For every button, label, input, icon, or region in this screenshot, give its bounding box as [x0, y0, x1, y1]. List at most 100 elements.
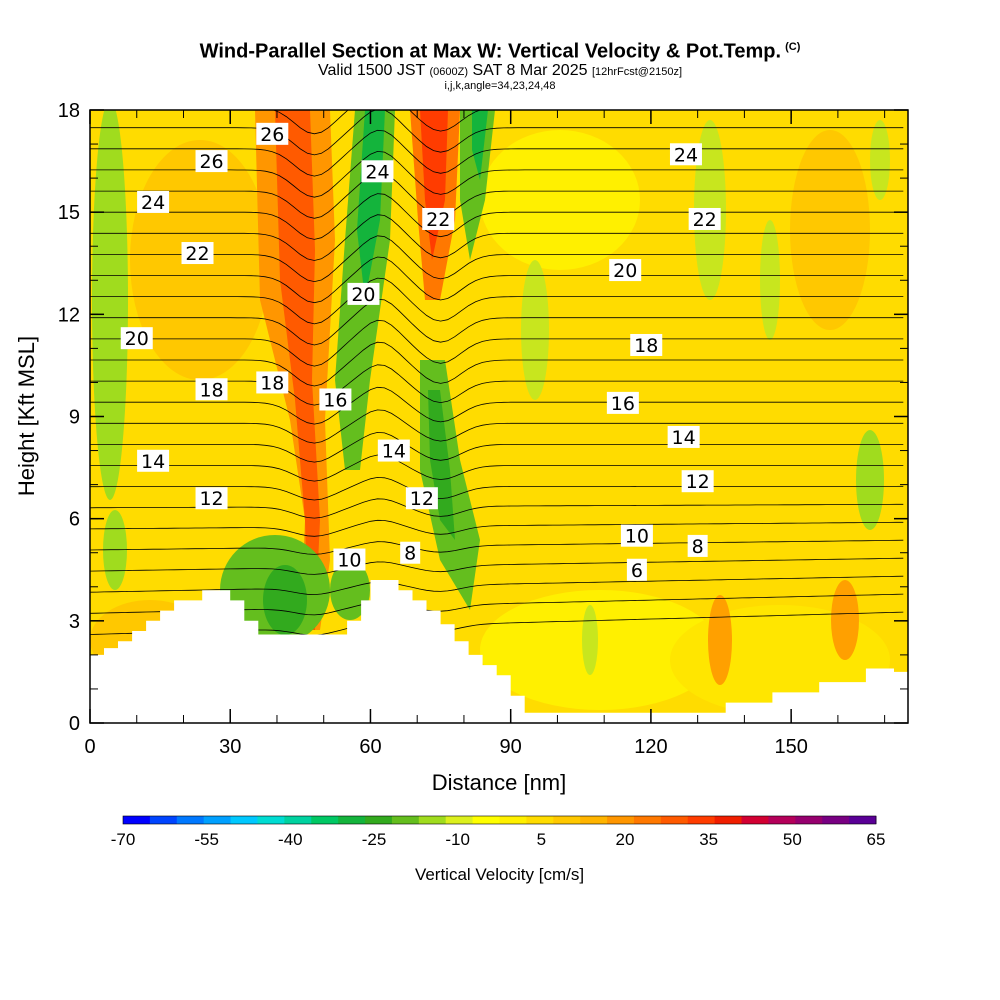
contour-label-box [620, 524, 653, 547]
contour-label: 16 [323, 389, 347, 411]
theta-contour [90, 519, 904, 537]
contour-label: 22 [185, 243, 209, 265]
theta-contour [90, 319, 904, 367]
velocity-patch [831, 580, 859, 660]
title-copyright: (C) [785, 41, 801, 53]
contour-label: 18 [260, 372, 284, 394]
contour-label: 8 [692, 536, 704, 558]
theta-contour [90, 431, 904, 463]
colorbar-swatch [687, 816, 716, 824]
theta-contour [90, 214, 904, 261]
contour-label-box [137, 449, 170, 472]
contour-label: 14 [672, 427, 696, 449]
velocity-patch [480, 590, 720, 710]
x-tick-label: 60 [359, 736, 381, 758]
colorbar-swatch [553, 816, 581, 824]
colorbar-swatch [445, 816, 474, 824]
contour-label-box [688, 207, 721, 230]
contour-label: 24 [365, 161, 389, 183]
colorbar-tick-label: -40 [278, 830, 303, 849]
theta-contour [90, 341, 904, 387]
contour-label: 22 [693, 209, 717, 231]
theta-contour [90, 235, 904, 283]
theta-contour [90, 110, 904, 156]
colorbar-swatch [365, 816, 393, 824]
x-tick-label: 0 [84, 736, 95, 758]
contour-label: 10 [625, 526, 649, 548]
colorbar-tick-label: 35 [699, 830, 718, 849]
updraft-core [420, 110, 448, 260]
colorbar-swatch [149, 816, 178, 824]
downdraft-column [460, 110, 495, 260]
colorbar: -70 -55 -40 -25 -10 5 20 35 50 65 Vertical Velocit… [111, 815, 886, 884]
contour-label: 20 [125, 328, 149, 350]
contour-label: 24 [141, 192, 165, 214]
contour-label-box [609, 259, 642, 282]
theta-contour [90, 575, 904, 596]
contour-label: 18 [199, 379, 223, 401]
theta-contour [90, 557, 904, 575]
colorbar-swatch [257, 816, 285, 824]
contour-label: 16 [611, 393, 635, 415]
theta-contour [90, 454, 904, 482]
contour-label: 20 [351, 284, 375, 306]
colorbar-tick-label: 5 [537, 830, 546, 849]
contour-label: 8 [404, 543, 416, 565]
downdraft-weak [760, 220, 780, 340]
terrain-layer [90, 580, 908, 723]
colorbar-title: Vertical Velocity [cm/s] [415, 865, 584, 884]
colorbar-tick-label: 50 [783, 830, 802, 849]
contour-label-box [361, 160, 394, 183]
y-tick-label: 12 [58, 304, 80, 326]
contour-label-box [681, 470, 714, 493]
contour-label-box [669, 143, 702, 166]
contour-label-box [606, 391, 639, 414]
contour-label-box [626, 558, 647, 581]
colorbar-swatch [338, 816, 366, 824]
colorbar-swatch [822, 816, 850, 824]
downdraft-core [357, 110, 385, 300]
contour-label-box [630, 333, 663, 356]
contour-label-box [687, 534, 708, 557]
forecast-info: [12hrFcst@2150z] [591, 65, 682, 78]
theta-contour [90, 539, 904, 555]
x-tick-label: 90 [500, 736, 522, 758]
y-tick-label: 3 [69, 611, 80, 633]
theta-contour [90, 172, 904, 219]
y-tick-label: 0 [69, 713, 80, 735]
theta-contour [90, 193, 904, 240]
colorbar-swatch [633, 816, 662, 824]
contour-labels: 26 26 24 24 24 22 22 22 20 20 20 18 18 18 16 16 14 14 14 12… [120, 122, 721, 582]
contour-label-box [137, 190, 170, 213]
colorbar-swatch [418, 816, 447, 824]
theta-contour [90, 277, 904, 325]
colorbar-swatch [391, 816, 420, 824]
colorbar-tick-label: -55 [194, 830, 219, 849]
contour-label-box [422, 207, 455, 230]
title-main-text: Wind-Parallel Section at Max W: Vertical… [199, 40, 782, 63]
theta-contour [90, 476, 904, 501]
theta-contour [90, 409, 904, 444]
contour-label-box [333, 548, 366, 571]
colorbar-tick-label: 65 [867, 830, 886, 849]
contour-label-box [405, 487, 438, 510]
colorbar-swatch [795, 816, 823, 824]
colorbar-swatch [714, 816, 743, 824]
contour-label: 10 [337, 550, 361, 572]
theta-contour [90, 129, 904, 177]
contour-label-box [120, 327, 153, 350]
velocity-patch [708, 595, 732, 685]
contour-label-box [256, 371, 289, 394]
colorbar-swatch [472, 816, 500, 824]
downdraft-weak [870, 120, 890, 200]
colorbar-swatch [607, 816, 635, 824]
contour-label-box [256, 122, 289, 145]
colorbar-swatch [741, 816, 769, 824]
contour-label: 12 [686, 471, 710, 493]
colorbar-swatch [768, 816, 796, 824]
colorbar-swatch [526, 816, 554, 824]
colorbar-swatch [230, 816, 258, 824]
contour-label-box [377, 439, 410, 462]
contour-label: 22 [426, 209, 450, 231]
